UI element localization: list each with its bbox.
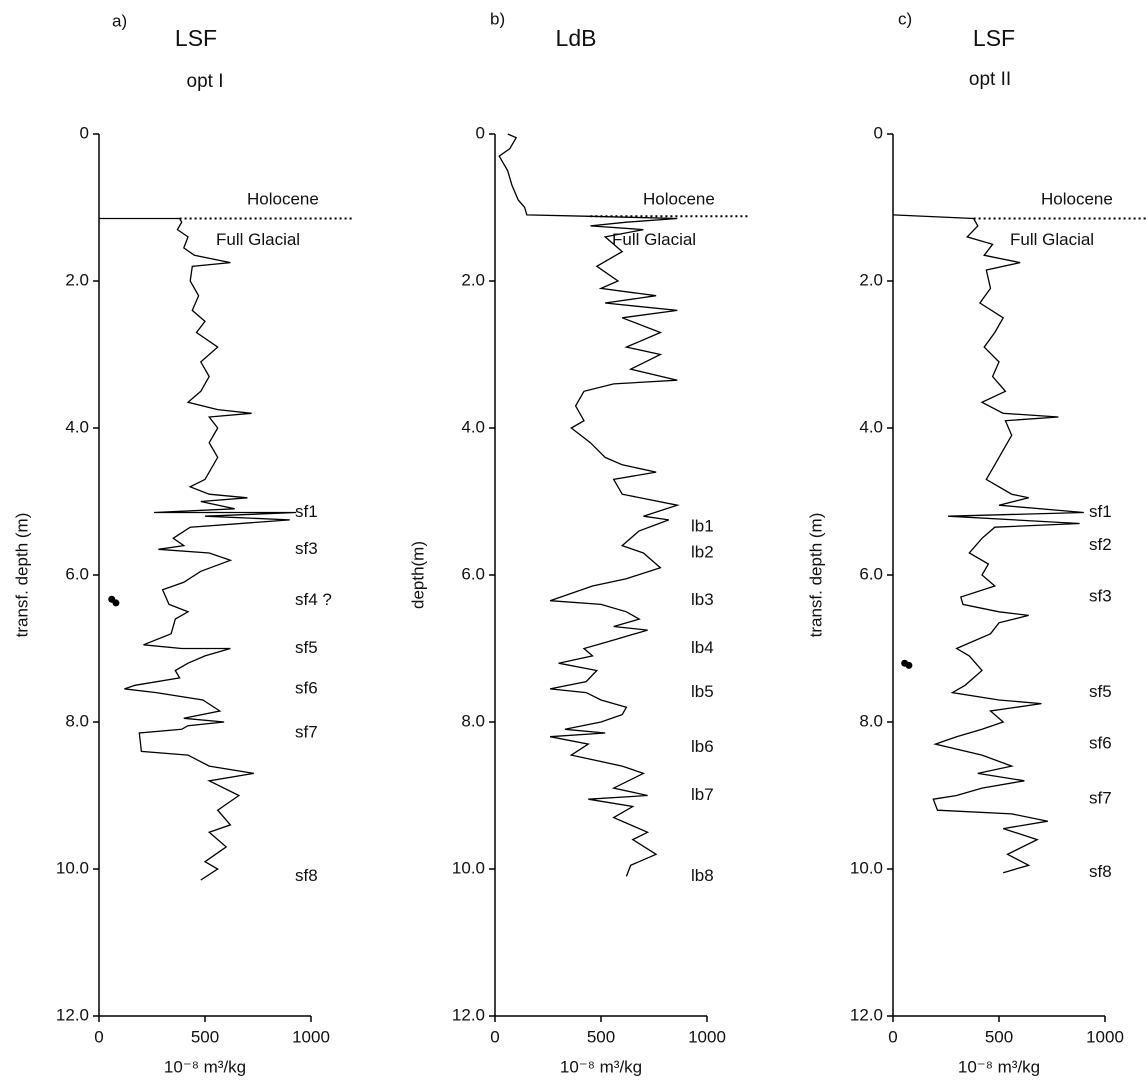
panel: c) LSF opt II 0 2.0 4.0 6.0 8.0 10.0 12.0 0 500 1000… [806, 9, 1146, 1076]
y-tick-label: 12.0 [56, 1005, 89, 1024]
panel-label: a) [112, 11, 127, 30]
annotation: Full Glacial [612, 230, 696, 249]
panel-title: LSF [973, 25, 1015, 51]
annotation: sf6 [1089, 734, 1112, 753]
annotation: sf8 [295, 866, 318, 885]
y-tick-label: 2.0 [859, 270, 883, 289]
annotation: Full Glacial [216, 230, 300, 249]
annotation: sf7 [1089, 789, 1112, 808]
x-tick-label: 1000 [688, 1027, 726, 1046]
annotation: Holocene [643, 190, 715, 209]
x-tick-label: 0 [94, 1027, 103, 1046]
y-axis-title: transf. depth (m) [12, 513, 31, 638]
y-tick-label: 2.0 [461, 270, 485, 289]
panel-label: b) [490, 9, 505, 28]
x-tick-label: 500 [587, 1027, 615, 1046]
y-tick-label: 8.0 [859, 711, 883, 730]
panel-label: c) [898, 9, 912, 28]
y-tick-label: 10.0 [850, 858, 883, 877]
panel-title: LdB [556, 25, 597, 51]
panel-subtitle: opt II [969, 69, 1011, 90]
y-tick-label: 6.0 [461, 564, 485, 583]
panel: b) LdB 0 2.0 4.0 6.0 8.0 10.0 12.0 0 500 1000 10⁻⁸ m… [408, 9, 750, 1076]
annotation: sf6 [295, 678, 318, 697]
profile-line [498, 133, 680, 877]
annotation: Holocene [247, 190, 319, 209]
y-tick-label: 4.0 [461, 417, 485, 436]
y-tick-label: 10.0 [56, 858, 89, 877]
annotation: sf3 [295, 539, 318, 558]
annotation: sf5 [1089, 682, 1112, 701]
annotation: sf2 [1089, 535, 1112, 554]
annotation: lb3 [691, 590, 714, 609]
x-tick-label: 500 [191, 1027, 219, 1046]
point [112, 599, 120, 607]
profile-line [892, 214, 1084, 874]
x-axis-title: 10⁻⁸ m³/kg [958, 1057, 1040, 1076]
panel-title: LSF [175, 25, 217, 51]
y-tick-label: 4.0 [65, 417, 89, 436]
panel-subtitle: opt I [187, 71, 224, 92]
x-axis-title: 10⁻⁸ m³/kg [560, 1057, 642, 1076]
y-tick-label: 8.0 [65, 711, 89, 730]
annotation: lb2 [691, 542, 714, 561]
y-tick-label: 12.0 [850, 1005, 883, 1024]
y-tick-label: 0 [80, 123, 89, 142]
y-tick-label: 4.0 [859, 417, 883, 436]
y-tick-label: 2.0 [65, 270, 89, 289]
y-tick-label: 0 [476, 123, 485, 142]
y-axis-title: depth(m) [408, 541, 427, 609]
annotation: Full Glacial [1010, 230, 1094, 249]
x-axis-title: 10⁻⁸ m³/kg [164, 1057, 246, 1076]
x-tick-label: 1000 [292, 1027, 330, 1046]
annotation: sf1 [295, 502, 318, 521]
x-tick-label: 0 [888, 1027, 897, 1046]
annotation: lb7 [691, 785, 714, 804]
y-tick-label: 12.0 [452, 1005, 485, 1024]
annotation: lb6 [691, 737, 714, 756]
annotation: sf3 [1089, 587, 1112, 606]
annotation: lb4 [691, 638, 714, 657]
x-tick-label: 0 [490, 1027, 499, 1046]
y-tick-label: 6.0 [859, 564, 883, 583]
x-tick-label: 500 [985, 1027, 1013, 1046]
annotation: sf5 [295, 638, 318, 657]
annotation: sf7 [295, 723, 318, 742]
panel: a) LSF opt I 0 2.0 4.0 6.0 8.0 10.0 12.0 0 500 1000 1… [12, 11, 354, 1076]
annotation: sf8 [1089, 862, 1112, 881]
y-axis-title: transf. depth (m) [806, 513, 825, 638]
annotation: lb5 [691, 682, 714, 701]
annotation: lb8 [691, 866, 714, 885]
annotation: Holocene [1041, 190, 1113, 209]
annotation: sf4 ? [295, 590, 332, 609]
y-tick-label: 0 [874, 123, 883, 142]
x-tick-label: 1000 [1086, 1027, 1124, 1046]
point [905, 661, 913, 669]
y-tick-label: 6.0 [65, 564, 89, 583]
annotation: sf1 [1089, 502, 1112, 521]
profile-line [99, 217, 297, 881]
y-tick-label: 8.0 [461, 711, 485, 730]
annotation: lb1 [691, 517, 714, 536]
y-tick-label: 10.0 [452, 858, 485, 877]
